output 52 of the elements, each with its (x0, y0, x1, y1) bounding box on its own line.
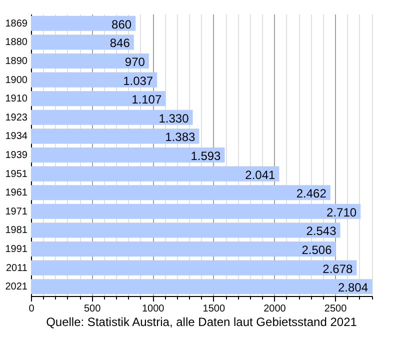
y-tick-label: 2011 (6, 262, 28, 274)
y-tick-label: 1951 (5, 168, 28, 180)
x-tick-label: 2500 (324, 304, 348, 314)
bar (31, 72, 158, 88)
bar (31, 166, 280, 182)
bar (31, 16, 136, 31)
data-label: 2.804 (338, 280, 368, 295)
bar (31, 147, 225, 163)
data-label: 2.543 (306, 224, 337, 238)
y-tick-label: 1869 (5, 18, 28, 30)
x-tick-label: 0 (28, 304, 35, 314)
data-label: 1.107 (132, 92, 162, 107)
x-tick-label: 1500 (202, 304, 226, 314)
data-label: 1.593 (190, 149, 222, 163)
x-tick-label: 2000 (264, 304, 286, 314)
x-tick-label: 500 (84, 304, 102, 314)
y-tick-label: 1981 (5, 225, 28, 236)
bar (31, 91, 166, 106)
y-tick-label: 1923 (5, 112, 28, 124)
bar (31, 260, 357, 276)
data-label: 1.330 (158, 111, 190, 126)
y-tick-label: 1991 (5, 244, 28, 255)
y-tick-label: 1910 (5, 94, 28, 105)
y-tick-label: 1934 (5, 131, 28, 142)
source-note: Quelle: Statistik Austria, alle Daten laut Gebietsstand 2021 (46, 315, 358, 329)
bar (31, 53, 149, 69)
y-tick-label: 1900 (5, 74, 28, 86)
data-label: 1.383 (165, 130, 196, 144)
data-label: 2.462 (296, 186, 327, 201)
y-tick-label: 2021 (5, 282, 28, 293)
bar (31, 222, 340, 238)
data-label: 1.037 (123, 74, 154, 88)
data-label: 2.506 (302, 243, 332, 257)
bar (31, 128, 200, 144)
y-tick-label: 1971 (5, 206, 28, 218)
data-label: 2.710 (326, 205, 357, 220)
y-tick-label: 1939 (5, 150, 28, 161)
y-tick-label: 1961 (5, 188, 28, 199)
data-label: 970 (124, 55, 146, 69)
data-label: 2.678 (322, 262, 353, 276)
bar (31, 204, 361, 219)
data-label: 846 (110, 36, 130, 50)
y-tick-label: 1890 (5, 56, 28, 67)
bar (31, 34, 134, 50)
bar (31, 241, 336, 257)
bar (31, 185, 330, 200)
y-tick-label: 1880 (5, 37, 28, 48)
data-label: 2.041 (245, 168, 276, 182)
bar (31, 110, 193, 125)
bar (31, 279, 372, 294)
data-label: 860 (112, 17, 132, 32)
x-tick-label: 1000 (142, 304, 165, 314)
